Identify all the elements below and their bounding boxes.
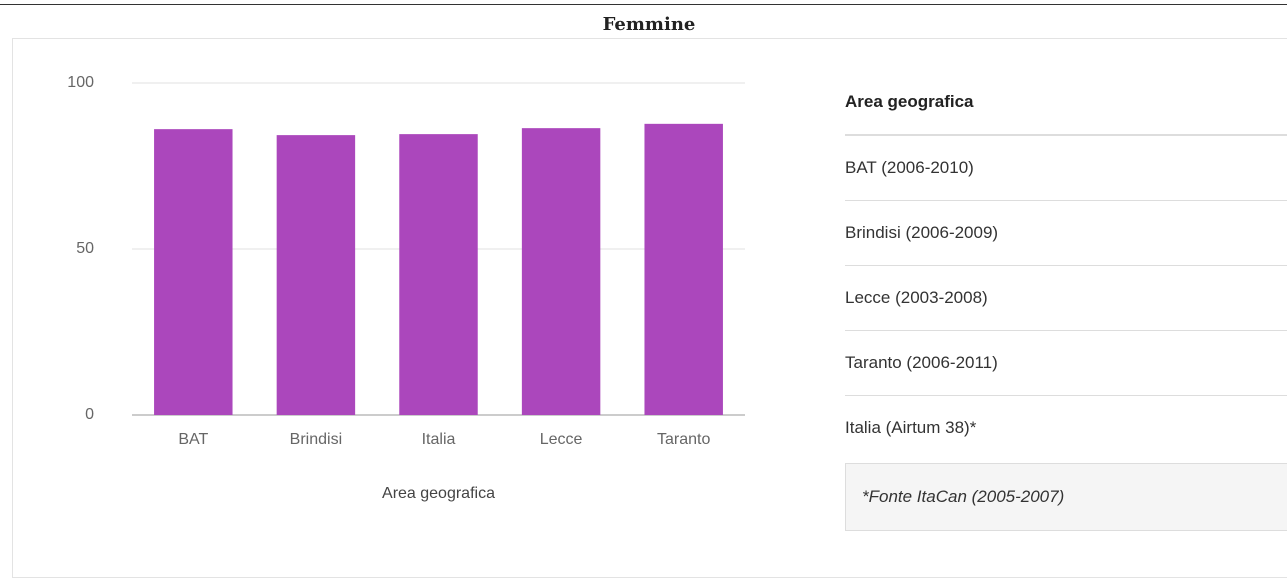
- chart: 0 50 100 BAT Brindisi Italia Lecce Taranto Area …: [67, 74, 745, 502]
- table-body: BAT (2006-2010) Brindisi (2006-2009) Lecce…: [845, 136, 1287, 460]
- bar: [276, 135, 356, 415]
- table-cell: Lecce (2003-2008): [845, 266, 1287, 331]
- footnote: *Fonte ItaCan (2005-2007): [845, 463, 1287, 531]
- bar: [644, 123, 723, 415]
- x-tick-label: BAT: [178, 431, 208, 448]
- x-tick-label: Lecce: [540, 431, 583, 448]
- x-tick-label: Italia: [422, 431, 456, 448]
- table-cell: Italia (Airtum 38)*: [845, 418, 977, 437]
- page: {"chart_data": {"type": "bar", "title": …: [0, 4, 1287, 578]
- table-cell: Brindisi (2006-2009): [845, 201, 1287, 266]
- y-tick-label: 100: [67, 74, 94, 91]
- table-cell: BAT (2006-2010): [845, 136, 1287, 201]
- bar: [399, 134, 478, 416]
- x-axis-label: Area geografica: [382, 485, 495, 502]
- x-tick-label: Brindisi: [290, 431, 342, 448]
- table: Area geografica BAT (2006-2010) Brindisi …: [845, 70, 1287, 460]
- y-tick-label: 0: [85, 406, 94, 423]
- bar: [521, 128, 601, 416]
- chart-title: Femmine: [602, 14, 696, 35]
- bar: [154, 129, 233, 415]
- table-header: Area geografica: [845, 70, 1287, 136]
- table-cell: Taranto (2006-2011): [845, 331, 1287, 396]
- x-tick-label: Taranto: [657, 431, 710, 448]
- top-rule: [0, 4, 1287, 5]
- y-tick-label: 50: [76, 240, 94, 257]
